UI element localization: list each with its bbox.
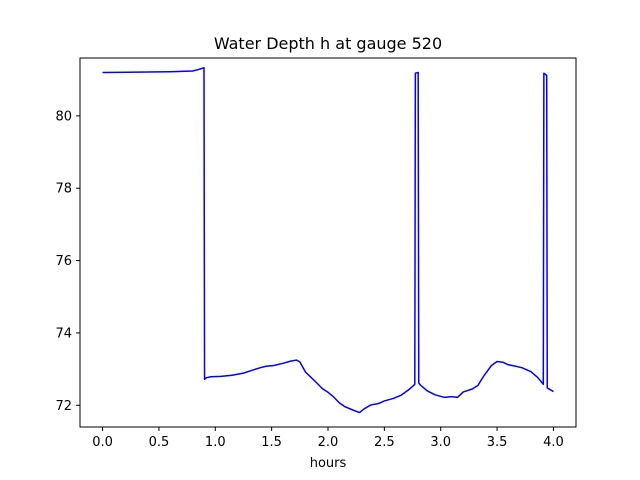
x-tick-label: 1.5 [261, 435, 282, 450]
x-tick-label: 2.5 [374, 435, 395, 450]
x-tick-label: 0.0 [92, 435, 113, 450]
x-tick-label: 1.0 [205, 435, 226, 450]
x-tick-label: 3.0 [430, 435, 451, 450]
x-axis: 0.0 0.5 1.0 1.5 2.0 2.5 3.0 3.5 4.0 [92, 427, 564, 450]
y-axis: 72 74 76 78 80 [55, 109, 80, 414]
chart-title: Water Depth h at gauge 520 [214, 34, 442, 53]
x-tick-label: 4.0 [543, 435, 564, 450]
y-tick-label: 80 [55, 109, 72, 124]
y-tick-label: 76 [55, 254, 72, 269]
y-tick-label: 72 [55, 399, 72, 414]
series-line [102, 67, 554, 414]
x-tick-label: 3.5 [487, 435, 508, 450]
y-tick-label: 74 [55, 326, 72, 341]
x-axis-label: hours [310, 456, 347, 471]
y-tick-label: 78 [55, 182, 72, 197]
x-tick-label: 0.5 [149, 435, 170, 450]
x-tick-label: 2.0 [318, 435, 339, 450]
